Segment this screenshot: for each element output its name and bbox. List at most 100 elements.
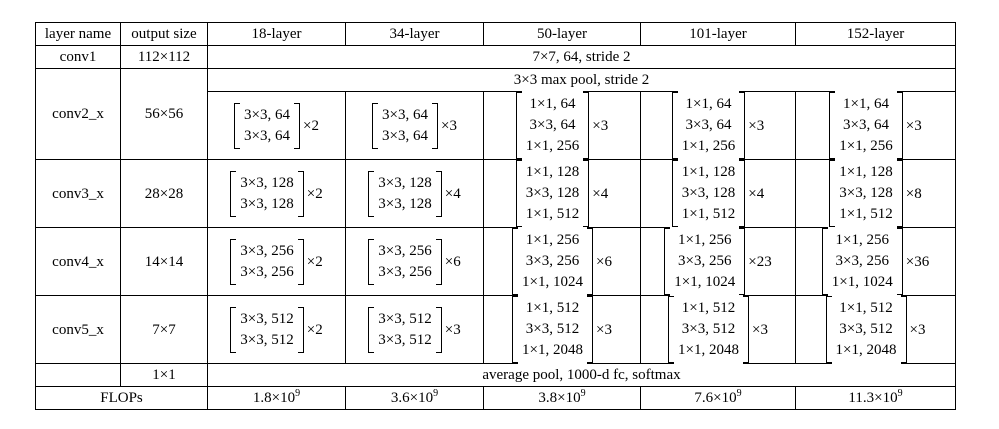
output-size: 56×56 — [120, 68, 208, 160]
block-cell: 3×3, 512 3×3, 512 ×3 — [345, 295, 484, 364]
block-cell: 1×1, 128 3×3, 128 1×1, 512 ×4 — [483, 159, 641, 228]
flops-row: FLOPs 1.8×109 3.6×109 3.8×109 7.6×109 11.3×10… — [35, 386, 956, 410]
repeat: ×3 — [905, 117, 922, 134]
bracket: 3×3, 128 3×3, 128 — [368, 169, 442, 218]
span-cell: average pool, 1000-d fc, softmax — [207, 363, 956, 387]
output-size: 1×1 — [120, 363, 208, 387]
block-line: 3×3, 64 — [244, 127, 290, 144]
flops-exp: 9 — [736, 388, 742, 399]
block-cell: 3×3, 128 3×3, 128 ×2 — [207, 159, 346, 228]
repeat: ×4 — [748, 185, 765, 202]
repeat: ×2 — [303, 117, 319, 134]
block-line: 3×3, 256 — [240, 263, 294, 280]
block-line: 1×1, 256 — [839, 138, 893, 154]
row: 3×3, 64 3×3, 64 ×2 3×3, 64 3×3, 64 ×3 1×1, 64 3… — [36, 91, 956, 160]
block-line: 3×3, 512 — [240, 310, 294, 327]
block: 3×3, 256 3×3, 256 ×6 — [368, 237, 461, 286]
block-line: 1×1, 64 — [843, 96, 889, 112]
repeat: ×2 — [306, 321, 323, 338]
repeat: ×2 — [306, 253, 323, 270]
block-line: 3×3, 512 — [240, 331, 294, 348]
flops-base: 3.8×10 — [538, 390, 581, 406]
flops-base: 7.6×10 — [694, 390, 737, 406]
block: 1×1, 512 3×3, 512 1×1, 2048 ×3 — [825, 295, 926, 364]
block-cell: 3×3, 64 3×3, 64 ×3 — [345, 91, 484, 160]
repeat: ×6 — [444, 253, 461, 270]
block-line: 1×1, 2048 — [678, 342, 739, 358]
block: 1×1, 128 3×3, 128 1×1, 512 ×8 — [829, 159, 922, 228]
block: 3×3, 256 3×3, 256 ×2 — [230, 237, 323, 286]
block: 1×1, 64 3×3, 64 1×1, 256 ×3 — [671, 91, 765, 160]
flops-value: 3.8×109 — [483, 386, 641, 410]
repeat: ×2 — [306, 185, 323, 202]
block-line: 3×3, 128 — [240, 195, 294, 212]
block-line: 3×3, 256 — [378, 263, 432, 280]
block-line: 1×1, 512 — [839, 300, 893, 316]
block-line: 3×3, 256 — [835, 253, 889, 269]
table-body: layer name output size 18-layer 34-layer 50-… — [35, 22, 956, 410]
block-line: 1×1, 256 — [678, 232, 732, 248]
bracket: 3×3, 256 3×3, 256 — [230, 237, 304, 286]
flops-value: 11.3×109 — [795, 386, 956, 410]
flops-value: 3.6×109 — [345, 386, 484, 410]
empty-cell — [35, 363, 121, 387]
block-line: 1×1, 512 — [681, 206, 736, 222]
block-line: 3×3, 128 — [378, 195, 432, 212]
block-cell: 1×1, 256 3×3, 256 1×1, 1024 ×23 — [640, 227, 796, 296]
repeat: ×4 — [592, 185, 609, 202]
block: 1×1, 256 3×3, 256 1×1, 1024 ×6 — [512, 227, 612, 296]
block-cell: 1×1, 128 3×3, 128 1×1, 512 ×4 — [640, 159, 796, 228]
block-line: 3×3, 64 — [843, 117, 889, 133]
block-line: 1×1, 128 — [525, 164, 580, 180]
block: 1×1, 64 3×3, 64 1×1, 256 ×3 — [829, 91, 922, 160]
block-line: 3×3, 64 — [382, 106, 428, 123]
block-line: 1×1, 2048 — [522, 342, 583, 358]
repeat: ×6 — [596, 253, 612, 270]
output-size: 112×112 — [120, 45, 208, 69]
block: 3×3, 512 3×3, 512 ×3 — [368, 305, 461, 354]
block-line: 1×1, 1024 — [674, 274, 736, 290]
block-cell: 3×3, 128 3×3, 128 ×4 — [345, 159, 484, 228]
bracket: 3×3, 128 3×3, 128 — [230, 169, 304, 218]
repeat: ×3 — [444, 321, 461, 338]
block: 3×3, 128 3×3, 128 ×4 — [368, 169, 461, 218]
repeat: ×3 — [909, 321, 926, 338]
block-cell: 3×3, 256 3×3, 256 ×2 — [207, 227, 346, 296]
block-line: 3×3, 128 — [240, 174, 294, 191]
output-size: 14×14 — [120, 227, 208, 296]
row: conv5_x 7×7 3×3, 512 3×3, 512 ×2 3×3, 512 3×3,… — [35, 295, 956, 364]
flops-base: 3.6×10 — [390, 390, 434, 406]
flops-value: 1.8×109 — [207, 386, 346, 410]
repeat: ×8 — [905, 185, 922, 202]
block-line: 3×3, 256 — [525, 253, 580, 269]
header-cell: layer name — [35, 22, 121, 46]
bracket: 1×1, 128 3×3, 128 1×1, 512 — [671, 159, 746, 228]
block-cell: 1×1, 64 3×3, 64 1×1, 256 ×3 — [483, 91, 641, 160]
block-line: 1×1, 256 — [835, 232, 889, 248]
flops-base: 11.3×10 — [848, 390, 898, 406]
repeat: ×3 — [748, 117, 765, 134]
block-line: 3×3, 512 — [525, 321, 580, 337]
block-line: 1×1, 512 — [839, 206, 893, 222]
block-cell: 3×3, 256 3×3, 256 ×6 — [345, 227, 484, 296]
flops-base: 1.8×10 — [252, 390, 296, 406]
block-line: 1×1, 64 — [685, 96, 732, 112]
repeat: ×3 — [592, 117, 609, 134]
bracket: 3×3, 256 3×3, 256 — [368, 237, 442, 286]
header-cell: 18-layer — [207, 22, 346, 46]
repeat: ×3 — [596, 321, 612, 338]
block-cell: 1×1, 128 3×3, 128 1×1, 512 ×8 — [795, 159, 956, 228]
block-cell: 3×3, 64 3×3, 64 ×2 — [207, 91, 346, 160]
layer-name: conv5_x — [35, 295, 121, 364]
span-cell: 7×7, 64, stride 2 — [207, 45, 956, 69]
row: 1×1 average pool, 1000-d fc, softmax — [35, 363, 956, 387]
block-line: 1×1, 512 — [525, 300, 580, 316]
bracket: 1×1, 64 3×3, 64 1×1, 256 — [829, 91, 903, 160]
row: conv3_x 28×28 3×3, 128 3×3, 128 ×2 3×3, 128 3×… — [35, 159, 956, 228]
bracket: 3×3, 64 3×3, 64 — [372, 101, 438, 150]
block-line: 3×3, 256 — [240, 242, 294, 259]
bracket: 3×3, 512 3×3, 512 — [368, 305, 442, 354]
block: 1×1, 512 3×3, 512 1×1, 2048 ×3 — [668, 295, 768, 364]
bracket: 1×1, 256 3×3, 256 1×1, 1024 — [821, 227, 903, 296]
